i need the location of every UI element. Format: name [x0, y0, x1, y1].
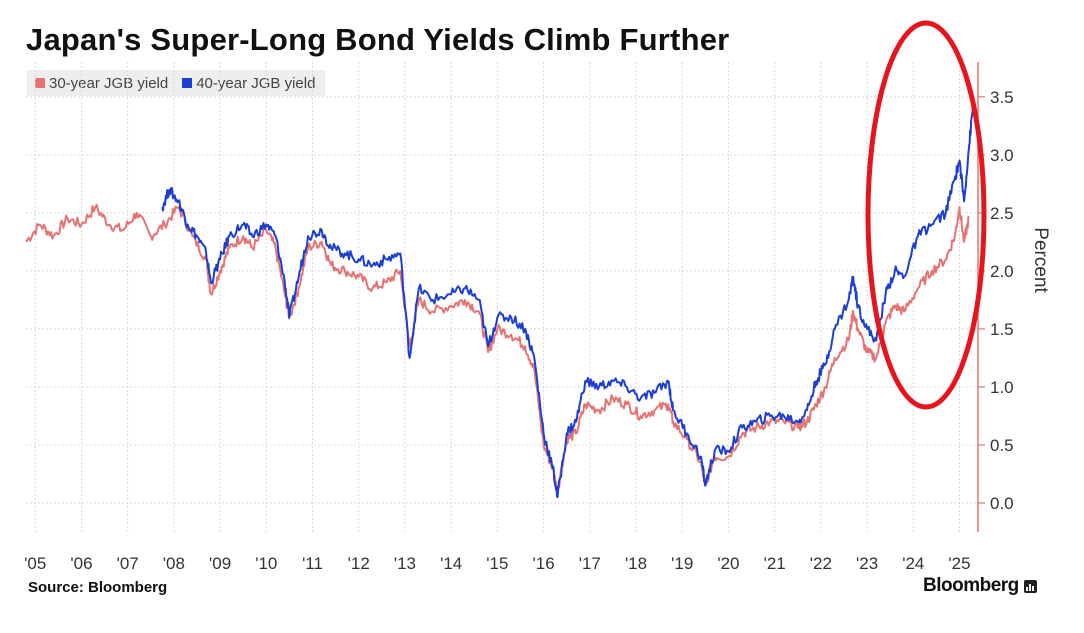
- legend-item-40y: 40-year JGB yield: [182, 75, 315, 92]
- chart-legend: 30-year JGB yield 40-year JGB yield: [27, 70, 326, 96]
- x-tick-label: '13: [394, 554, 416, 573]
- x-axis-labels: '05 '06 '07 '08 '09 '10 '11 '12 '13 '14 '15 '16 '17 '…: [24, 554, 970, 573]
- y-tick-label: 3.0: [990, 146, 1014, 165]
- y-tick-label: 3.5: [990, 88, 1014, 107]
- x-tick-label: '06: [70, 554, 92, 573]
- x-tick-label: '14: [440, 554, 462, 573]
- x-tick-label: '15: [486, 554, 508, 573]
- y-tick-label: 2.0: [990, 262, 1014, 281]
- x-tick-label: '24: [902, 554, 924, 573]
- legend-swatch-30y: [35, 78, 45, 88]
- x-tick-label: '21: [764, 554, 786, 573]
- source-note: Source: Bloomberg: [28, 579, 168, 596]
- x-tick-label: '07: [117, 554, 139, 573]
- annotation-ellipse: [865, 20, 987, 410]
- legend-label-30y: 30-year JGB yield: [49, 74, 169, 92]
- legend-swatch-40y: [182, 78, 193, 88]
- y-tick-label: 0.0: [990, 494, 1014, 513]
- series-line-30y: [25, 203, 970, 493]
- x-tick-label: '17: [579, 554, 601, 573]
- x-tick-label: '23: [856, 554, 878, 573]
- y-axis: 0.0 0.5 1.0 1.5 2.0 2.5 3.0 3.5: [977, 62, 1014, 532]
- y-axis-title: Percent: [1030, 227, 1051, 293]
- legend-label-40y: 40-year JGB yield: [196, 74, 316, 92]
- x-tick-label: '22: [810, 554, 832, 573]
- bar-chart-icon: [1023, 579, 1037, 593]
- y-tick-label: 1.5: [990, 320, 1014, 339]
- brand-name: Bloomberg: [923, 575, 1019, 596]
- x-tick-label: '19: [671, 554, 693, 573]
- x-tick-label: '12: [348, 554, 370, 573]
- x-tick-label: '18: [625, 554, 647, 573]
- x-tick-label: '25: [948, 554, 970, 573]
- series-lines: [25, 102, 975, 499]
- grid: [26, 62, 978, 532]
- x-tick-label: '10: [255, 554, 277, 573]
- x-tick-label: '08: [163, 554, 185, 573]
- y-tick-label: 1.0: [990, 378, 1014, 397]
- chart-title: Japan's Super-Long Bond Yields Climb Fur…: [26, 22, 730, 57]
- legend-item-30y: 30-year JGB yield: [35, 75, 168, 92]
- y-tick-label: 2.5: [990, 204, 1014, 223]
- brand-logo: Bloomberg: [923, 575, 1037, 597]
- y-tick-label: 0.5: [990, 436, 1014, 455]
- series-line-40y: [161, 102, 975, 499]
- x-tick-label: '09: [209, 554, 231, 573]
- x-tick-label: '11: [302, 554, 323, 573]
- x-tick-label: '16: [533, 554, 555, 573]
- x-tick-label: '20: [717, 554, 739, 573]
- x-tick-label: '05: [24, 554, 46, 573]
